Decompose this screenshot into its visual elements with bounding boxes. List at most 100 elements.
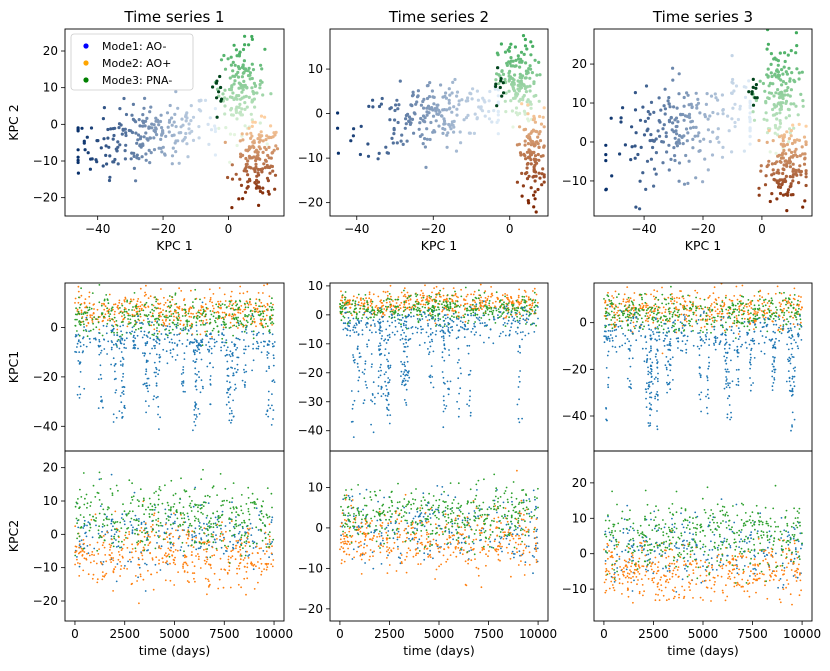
point-mode2 (781, 139, 785, 143)
point (444, 332, 446, 335)
axes-frame (64, 282, 285, 452)
point (492, 302, 494, 304)
point-mode2 (541, 115, 545, 119)
point-mode3 (497, 82, 501, 86)
point-mode1 (721, 112, 725, 116)
point (620, 303, 623, 305)
point-mode2 (273, 187, 277, 191)
point (112, 325, 115, 328)
point (734, 308, 737, 311)
point (204, 323, 206, 326)
point-mode2 (527, 174, 531, 178)
point-mode3 (240, 113, 244, 117)
point-mode1 (721, 108, 725, 112)
point-mode3 (784, 70, 788, 74)
point (416, 313, 418, 316)
point (464, 286, 467, 289)
point (518, 288, 520, 291)
point (461, 321, 464, 324)
point (394, 319, 397, 322)
point (145, 284, 147, 287)
point (167, 316, 169, 319)
point (237, 308, 240, 311)
point (362, 298, 365, 300)
point (800, 321, 802, 324)
point (456, 300, 459, 303)
point-mode1 (170, 134, 174, 138)
point (191, 323, 194, 326)
point (115, 416, 118, 419)
point (534, 309, 537, 311)
point (453, 316, 455, 318)
point (471, 309, 473, 311)
point-mode3 (503, 50, 508, 54)
point (753, 304, 756, 307)
point (266, 344, 269, 346)
point-mode2 (538, 176, 542, 180)
point (155, 366, 157, 369)
point (127, 323, 130, 325)
point (211, 305, 214, 307)
point (675, 331, 678, 334)
point (134, 337, 137, 340)
point (779, 328, 782, 330)
point (106, 307, 108, 310)
point-mode1 (685, 139, 689, 143)
point (126, 331, 128, 334)
point (456, 361, 459, 364)
point-mode2 (803, 157, 807, 161)
point (76, 313, 78, 316)
point-mode3 (786, 140, 791, 144)
point-mode1 (161, 129, 165, 133)
point-mode3 (495, 51, 499, 55)
scatter-points (76, 34, 280, 210)
point (154, 347, 156, 350)
point (231, 313, 234, 316)
point-mode3 (775, 69, 779, 73)
point (448, 335, 451, 337)
point-mode1 (414, 102, 418, 106)
point-mode1 (661, 140, 666, 144)
point-mode2 (526, 103, 530, 107)
point (373, 313, 376, 316)
point (352, 326, 355, 329)
point (366, 386, 368, 389)
point-mode3 (508, 61, 512, 65)
point (388, 352, 390, 355)
point (166, 334, 169, 337)
point (140, 322, 143, 324)
point (392, 304, 395, 307)
point-mode1 (720, 93, 725, 97)
point (250, 323, 252, 326)
point-mode1 (142, 121, 146, 125)
point (535, 293, 538, 296)
point (351, 314, 353, 317)
point (239, 292, 241, 295)
point-mode1 (82, 139, 86, 143)
point (639, 293, 641, 296)
point (140, 330, 143, 333)
point (785, 297, 787, 300)
point (217, 300, 220, 303)
point (400, 370, 403, 373)
point-mode1 (141, 113, 145, 117)
point (342, 328, 345, 331)
point-mode3 (235, 97, 239, 101)
point-mode2 (542, 175, 546, 179)
point (486, 298, 489, 300)
point (144, 344, 147, 347)
point-mode1 (733, 102, 737, 106)
point-mode1 (132, 166, 136, 170)
point (424, 306, 426, 309)
point (370, 423, 372, 426)
point (503, 305, 506, 308)
point (517, 326, 519, 329)
point (471, 327, 474, 330)
point (145, 334, 148, 337)
point (475, 303, 478, 306)
point (83, 326, 85, 328)
point (98, 328, 101, 331)
point (470, 314, 472, 317)
point (524, 306, 526, 308)
point (445, 305, 448, 308)
